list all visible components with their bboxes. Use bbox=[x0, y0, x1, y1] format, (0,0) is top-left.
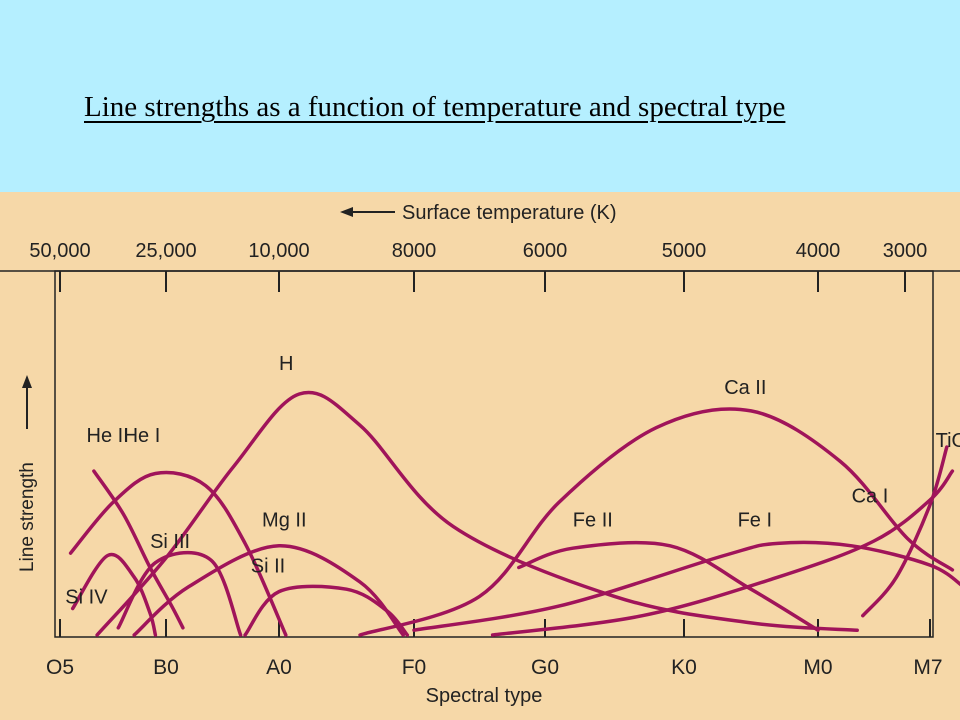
curve-h bbox=[95, 390, 859, 637]
temperature-tick-label: 8000 bbox=[392, 240, 437, 262]
spectral-type-tick-label: M7 bbox=[913, 656, 942, 679]
temperature-tick-label: 5000 bbox=[662, 240, 707, 262]
chart-figure: Surface temperature (K) Line strength 50… bbox=[0, 192, 960, 720]
curves bbox=[68, 390, 960, 637]
temperature-tick-label: 25,000 bbox=[135, 240, 196, 262]
temperature-tick-label: 10,000 bbox=[248, 240, 309, 262]
spectral-type-tick-label: F0 bbox=[402, 656, 427, 679]
series-label-ca-i: Ca I bbox=[852, 485, 889, 507]
title-banner: Line strengths as a function of temperat… bbox=[0, 0, 960, 192]
series-label-fe-i: Fe I bbox=[738, 510, 772, 532]
curve-tio bbox=[861, 445, 949, 618]
series-label-tio: TiO bbox=[936, 430, 960, 452]
series-label-si-iii: Si III bbox=[150, 531, 190, 553]
spectral-type-tick-label: O5 bbox=[46, 656, 74, 679]
series-label-he-i: He I bbox=[124, 425, 161, 447]
line-strength-chart: Surface temperature (K) Line strength 50… bbox=[0, 202, 960, 707]
y-arrow-icon bbox=[22, 375, 32, 429]
curve-fe-i bbox=[412, 540, 960, 632]
spectral-type-tick-label: M0 bbox=[803, 656, 832, 679]
curve-fe-ii bbox=[517, 540, 820, 632]
top-ticks: 50,000 25,000 10,000 8000 6000 5000 4000 3000 bbox=[29, 240, 927, 292]
series-label-h: H bbox=[279, 353, 293, 375]
temperature-tick-label: 4000 bbox=[796, 240, 841, 262]
y-axis-title-group: Line strength bbox=[17, 375, 38, 572]
slide-title: Line strengths as a function of temperat… bbox=[84, 91, 786, 123]
spectral-type-tick-label: A0 bbox=[266, 656, 292, 679]
spectral-type-tick-label: G0 bbox=[531, 656, 559, 679]
curve-mg-ii bbox=[132, 544, 405, 637]
curve-he-i bbox=[68, 470, 288, 637]
curve-si-ii bbox=[243, 584, 410, 637]
temperature-arrow-icon bbox=[340, 207, 395, 217]
series-label-si-ii: Si II bbox=[251, 555, 285, 577]
plot-frame bbox=[54, 270, 934, 638]
x-axis-label: Spectral type bbox=[426, 685, 543, 707]
curve-si-iii bbox=[116, 550, 243, 637]
curve-si-iv bbox=[70, 552, 158, 637]
series-label-ca-ii: Ca II bbox=[724, 377, 766, 399]
y-axis-label: Line strength bbox=[17, 462, 38, 572]
spectral-type-tick-label: B0 bbox=[153, 656, 179, 679]
curve-ca-ii bbox=[358, 407, 955, 637]
top-axis-label: Surface temperature (K) bbox=[402, 202, 617, 224]
series-label-mg-ii: Mg II bbox=[262, 510, 306, 532]
temperature-tick-label: 3000 bbox=[883, 240, 928, 262]
spectral-type-tick-label: K0 bbox=[671, 656, 697, 679]
bottom-ticks: O5 B0 A0 F0 G0 K0 M0 M7 bbox=[46, 619, 943, 679]
temperature-tick-label: 50,000 bbox=[29, 240, 90, 262]
temperature-tick-label: 6000 bbox=[523, 240, 568, 262]
series-label-he-ii: He II bbox=[87, 425, 129, 447]
series-label-fe-ii: Fe II bbox=[573, 510, 613, 532]
series-label-si-iv: Si IV bbox=[65, 587, 108, 609]
